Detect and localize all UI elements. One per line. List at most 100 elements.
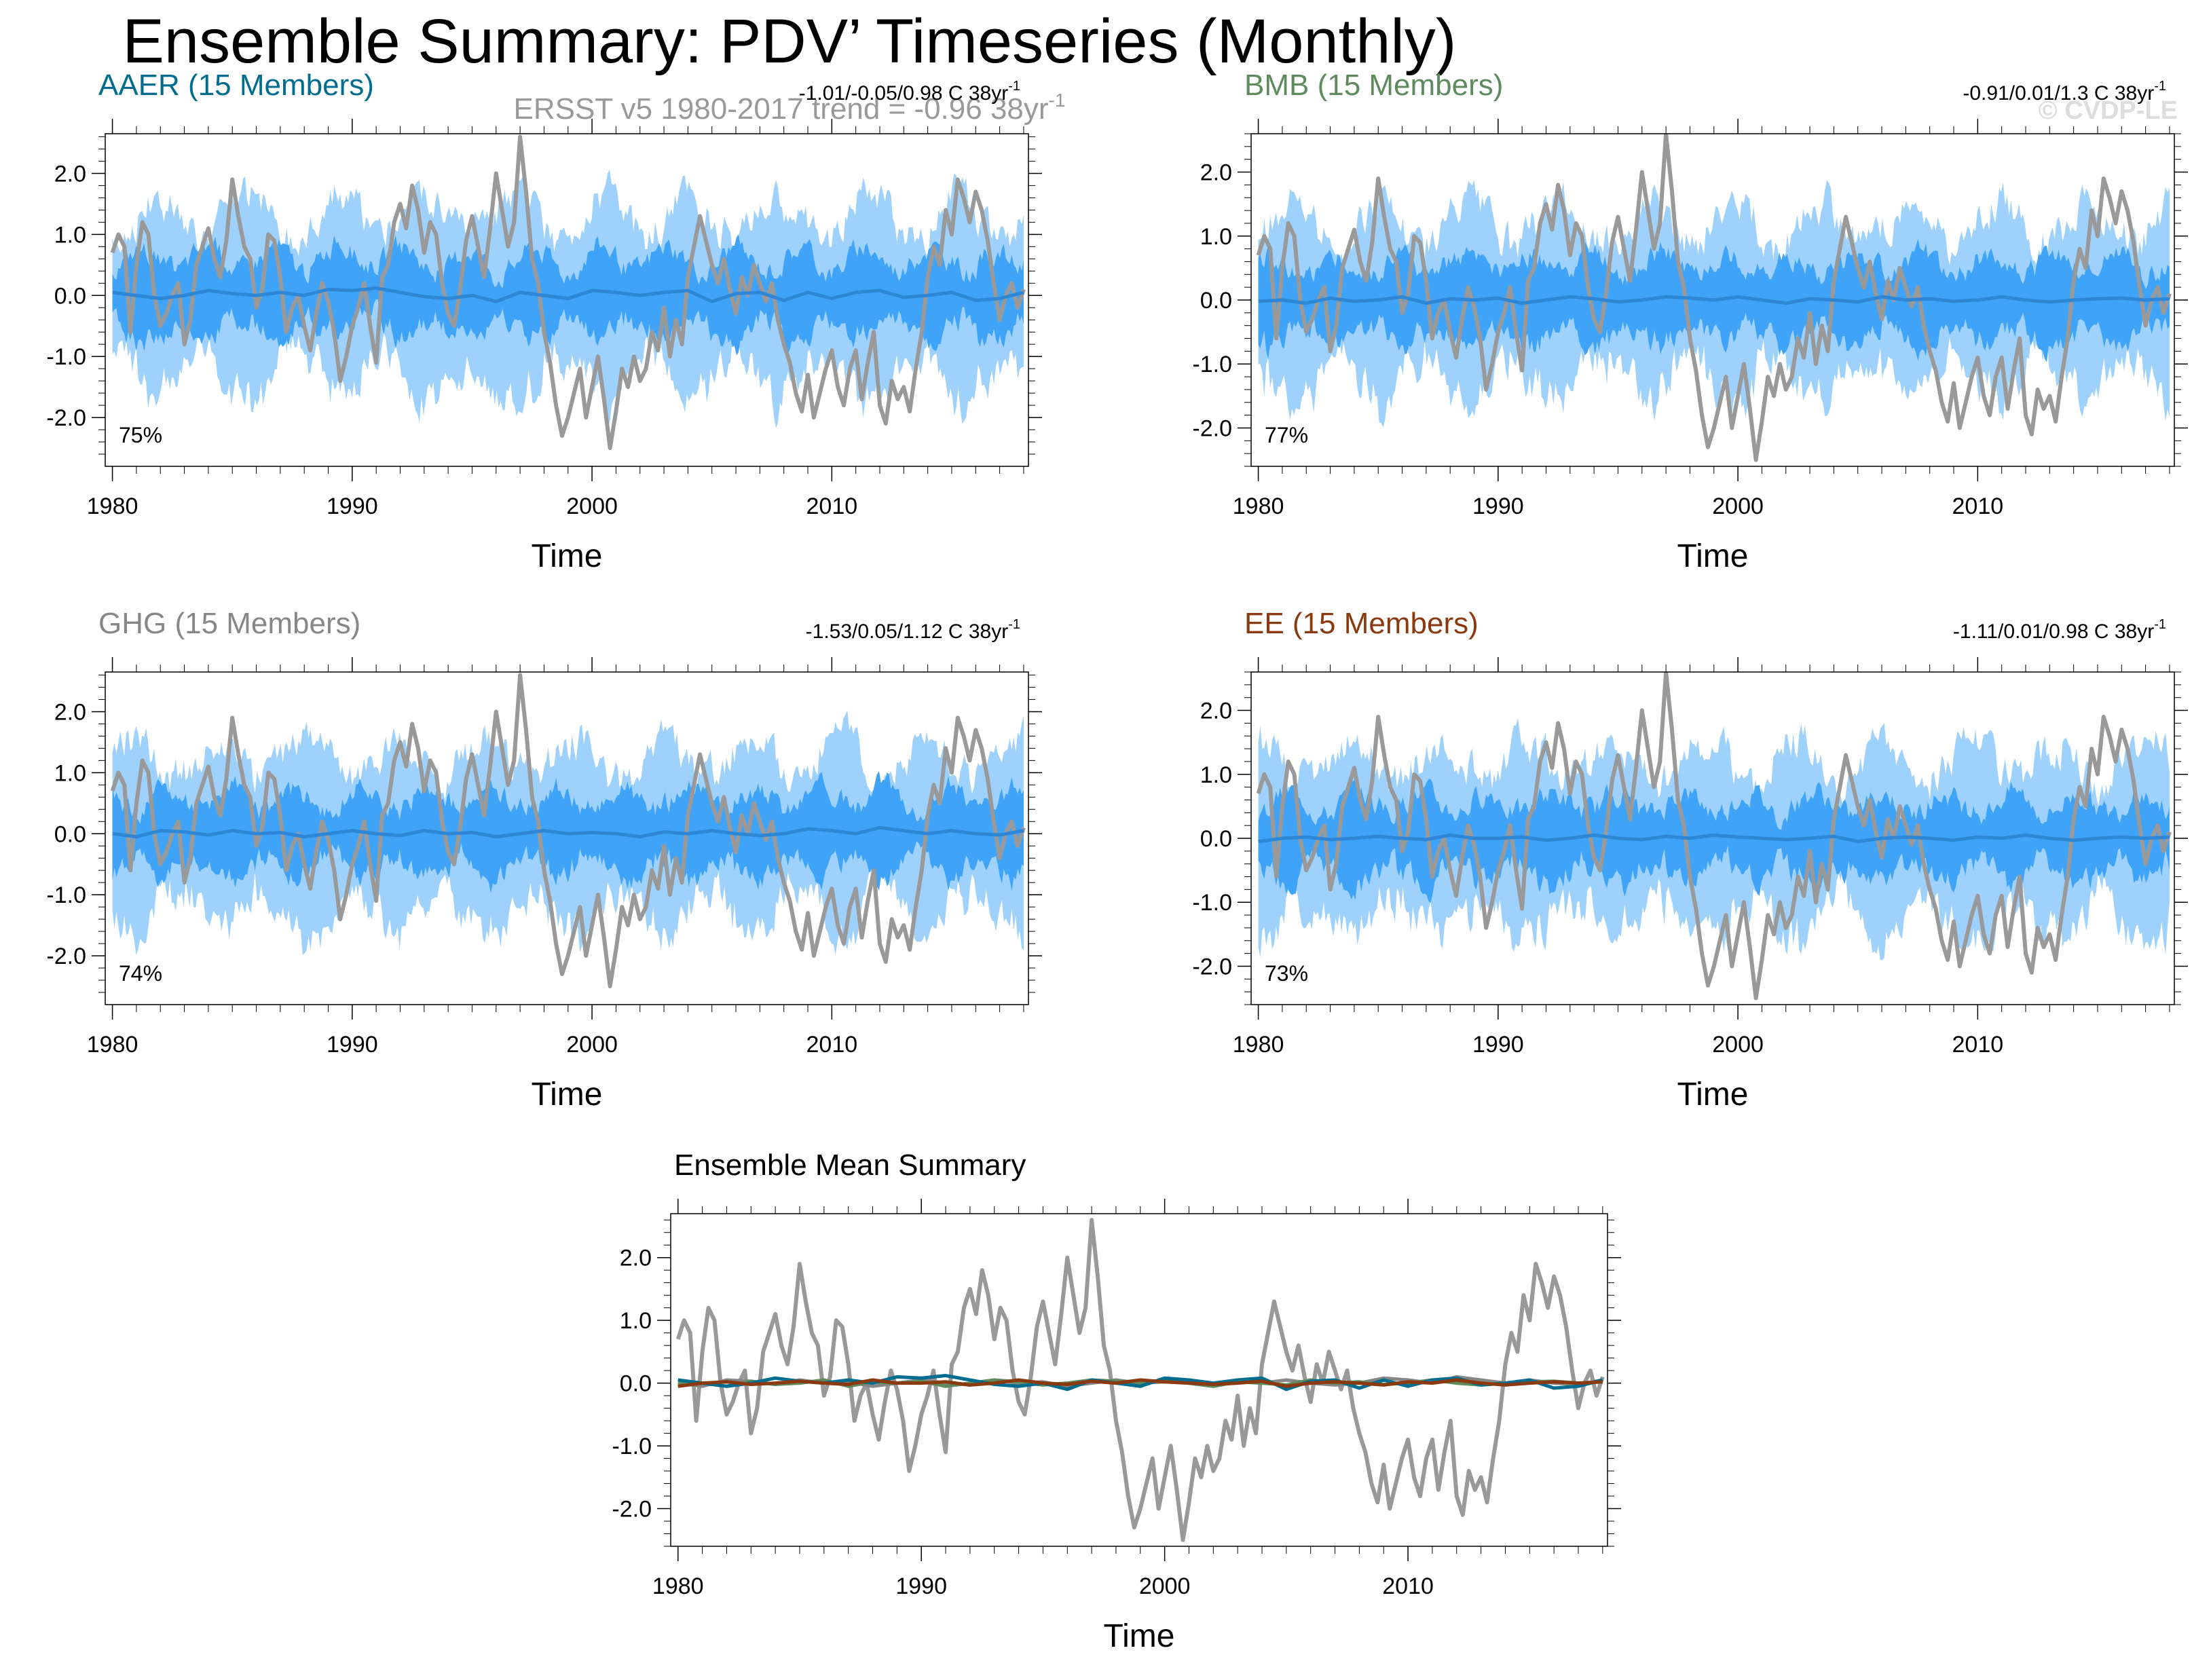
y-tick-label: 0.0 <box>54 283 86 309</box>
y-tick-label: 1.0 <box>620 1308 652 1334</box>
x-tick-label: 1980 <box>1233 493 1284 519</box>
y-tick-label: 2.0 <box>1200 698 1232 724</box>
trend-sup: -1 <box>1008 79 1020 94</box>
y-tick-label: 0.0 <box>620 1371 652 1397</box>
plot-area <box>110 134 1026 451</box>
x-tick-label: 1990 <box>1472 1032 1524 1058</box>
chart-ee: EE (15 Members) -1.11/0.01/0.98 C 38yr-1-… <box>1192 607 2188 1113</box>
chart-mean: Ensemble Mean Summary -2.0 -1.0 0.0 1.0 2.0 19… <box>612 1149 1621 1654</box>
chart-aaer: AAER (15 Members) -1.01/-0.05/0.98 C 38yr… <box>46 69 1042 574</box>
obs-series-line <box>110 673 1026 989</box>
x-tick-label: 2000 <box>1712 493 1764 519</box>
x-tick-label: 2010 <box>1382 1573 1434 1599</box>
chart-title: Ensemble Mean Summary <box>674 1149 1026 1182</box>
obs-series-line <box>1256 672 2172 1001</box>
mean-line-ensemble-mean <box>1258 833 2170 844</box>
x-tick-label: 1990 <box>327 1032 378 1058</box>
chart-title: EE (15 Members) <box>1244 607 1479 640</box>
trend-text: -1.01/-0.05/0.98 C 38yr <box>799 82 1009 105</box>
y-tick-label: 1.0 <box>54 760 86 786</box>
percent-label: 77% <box>1265 423 1308 447</box>
x-axis-label: Time <box>1104 1618 1175 1654</box>
trend-text: -1.11/0.01/0.98 C 38yr <box>1953 620 2154 643</box>
y-tick-label: -2.0 <box>1192 415 1232 441</box>
y-tick-label: -1.0 <box>612 1434 652 1459</box>
x-axis-label: Time <box>1677 538 1749 574</box>
y-tick-label: 2.0 <box>620 1246 652 1271</box>
y-tick-label: 0.0 <box>1200 826 1232 852</box>
trend-sup: -1 <box>2154 617 2166 632</box>
x-tick-label: 2000 <box>566 493 618 519</box>
x-axis-label: Time <box>532 538 603 574</box>
x-tick-label: 1990 <box>1472 493 1524 519</box>
trend-sup: -1 <box>1008 617 1020 632</box>
x-tick-label: 1980 <box>652 1573 704 1599</box>
trend-label: -1.01/-0.05/0.98 C 38yr-1 <box>799 79 1020 105</box>
chart-ghg: GHG (15 Members) -1.53/0.05/1.12 C 38yr-1… <box>46 607 1042 1113</box>
percent-label: 75% <box>119 423 162 447</box>
y-tick-label: -1.0 <box>1192 890 1232 916</box>
ensemble-inner-band <box>1258 777 2170 903</box>
x-tick-label: 2010 <box>806 493 858 519</box>
y-tick-label: 0.0 <box>1200 288 1232 314</box>
y-tick-label: 2.0 <box>1200 160 1232 186</box>
trend-label: -1.11/0.01/0.98 C 38yr-1 <box>1953 617 2166 643</box>
plot-area <box>1256 672 2172 1001</box>
x-tick-label: 1980 <box>87 493 138 519</box>
x-tick-label: 2000 <box>1712 1032 1764 1058</box>
y-tick-label: 2.0 <box>54 699 86 725</box>
x-tick-label: 2000 <box>1139 1573 1191 1599</box>
y-tick-label: -2.0 <box>46 944 86 969</box>
x-tick-label: 1980 <box>87 1032 138 1058</box>
obs-series-line <box>1256 134 2172 462</box>
percent-label: 74% <box>119 961 162 986</box>
chart-bmb: BMB (15 Members) -0.91/0.01/1.3 C 38yr-1-… <box>1192 69 2188 574</box>
figure-title: Ensemble Summary: PDV’ Timeseries (Month… <box>123 7 1457 76</box>
y-tick-label: -1.0 <box>46 344 86 370</box>
y-tick-label: 1.0 <box>1200 762 1232 788</box>
chart-title: AAER (15 Members) <box>98 69 374 102</box>
plot-area <box>110 673 1026 989</box>
x-tick-label: 1990 <box>895 1573 947 1599</box>
trend-label: -0.91/0.01/1.3 C 38yr-1 <box>1963 79 2166 105</box>
x-tick-label: 2000 <box>566 1032 618 1058</box>
obs-series-line <box>675 1218 1605 1542</box>
watermark: © CVDP-LE <box>2039 96 2178 125</box>
plot-frame <box>670 1213 1608 1547</box>
trend-text: -0.91/0.01/1.3 C 38yr <box>1963 82 2154 105</box>
y-tick-label: -2.0 <box>1192 954 1232 979</box>
x-axis-label: Time <box>1677 1077 1749 1113</box>
x-tick-label: 1980 <box>1233 1032 1284 1058</box>
y-tick-label: 0.0 <box>54 821 86 847</box>
x-tick-label: 2010 <box>1952 493 2004 519</box>
plot-frame <box>105 671 1029 1005</box>
y-tick-label: -1.0 <box>1192 352 1232 377</box>
mean-line-ensemble-mean <box>112 825 1024 839</box>
trend-label: -1.53/0.05/1.12 C 38yr-1 <box>806 617 1020 643</box>
plot-frame <box>105 133 1029 467</box>
x-tick-label: 2010 <box>1952 1032 2004 1058</box>
plot-area <box>675 1218 1605 1542</box>
chart-title: GHG (15 Members) <box>98 607 360 640</box>
y-tick-label: -2.0 <box>46 405 86 431</box>
mean-line-ensemble-mean <box>112 286 1024 303</box>
obs-trend-text: ERSST v5 1980-2017 trend = -0.96 38yr <box>514 92 1049 126</box>
percent-label: 73% <box>1265 961 1308 986</box>
trend-text: -1.53/0.05/1.12 C 38yr <box>806 620 1009 643</box>
x-tick-label: 1990 <box>327 493 378 519</box>
obs-trend-label: ERSST v5 1980-2017 trend = -0.96 38yr-1 <box>514 90 1066 126</box>
mean-line-ensemble-mean <box>1258 295 2170 305</box>
y-tick-label: 1.0 <box>54 222 86 248</box>
x-tick-label: 2010 <box>806 1032 858 1058</box>
trend-sup: -1 <box>2154 79 2166 94</box>
plot-area <box>1256 134 2172 462</box>
y-tick-label: 2.0 <box>54 161 86 187</box>
obs-series-line <box>110 134 1026 451</box>
y-tick-label: -1.0 <box>46 882 86 908</box>
chart-panels: AAER (15 Members) -1.01/-0.05/0.98 C 38yr… <box>46 69 2188 1654</box>
y-tick-label: 1.0 <box>1200 224 1232 250</box>
obs-trend-sup: -1 <box>1049 90 1066 111</box>
chart-title: BMB (15 Members) <box>1244 69 1503 102</box>
mean-line-ee <box>677 1378 1603 1388</box>
